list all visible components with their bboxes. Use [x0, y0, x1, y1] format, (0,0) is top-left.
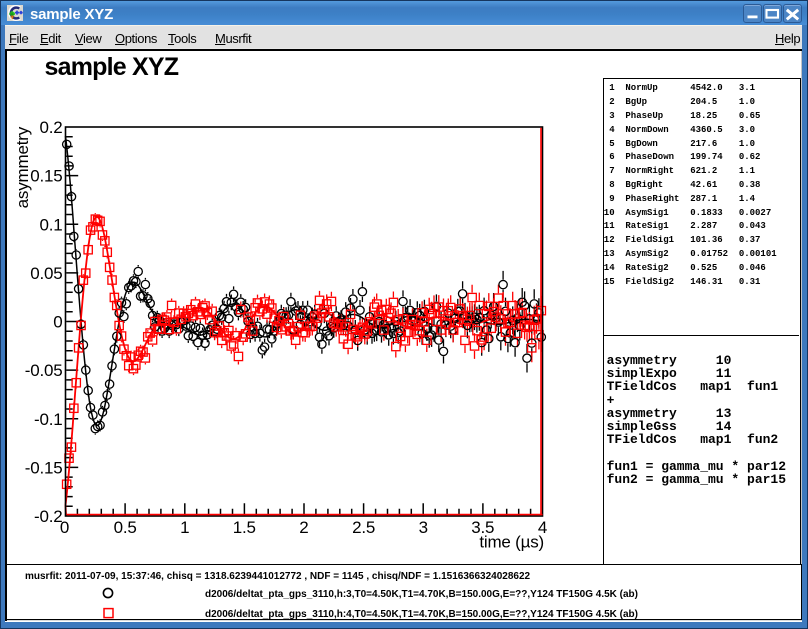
svg-text:0.15: 0.15 — [30, 167, 62, 186]
svg-text:0.1: 0.1 — [39, 215, 62, 234]
svg-text:0.5: 0.5 — [114, 518, 137, 537]
svg-text:0: 0 — [53, 313, 62, 332]
svg-text:0: 0 — [60, 518, 69, 537]
svg-text:0.2: 0.2 — [39, 118, 62, 137]
svg-text:1.5: 1.5 — [233, 518, 256, 537]
svg-text:asymmetry: asymmetry — [13, 126, 32, 208]
svg-text:time (µs): time (µs) — [479, 533, 544, 552]
svg-text:0.05: 0.05 — [30, 264, 62, 283]
svg-text:3: 3 — [419, 518, 428, 537]
svg-text:3.5: 3.5 — [471, 518, 494, 537]
svg-text:1: 1 — [180, 518, 189, 537]
svg-text:2.5: 2.5 — [352, 518, 375, 537]
svg-text:4: 4 — [538, 518, 547, 537]
svg-text:-0.05: -0.05 — [25, 361, 63, 380]
svg-text:-0.2: -0.2 — [34, 507, 63, 526]
svg-text:-0.15: -0.15 — [25, 458, 63, 477]
svg-text:sample XYZ: sample XYZ — [45, 53, 179, 81]
svg-text:2: 2 — [299, 518, 308, 537]
svg-text:-0.1: -0.1 — [34, 410, 63, 429]
